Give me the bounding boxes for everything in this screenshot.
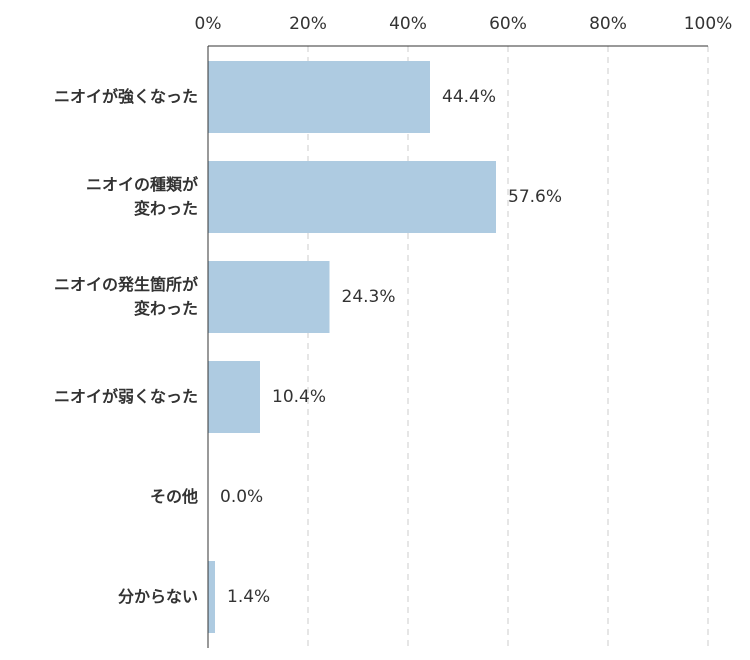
bar bbox=[208, 561, 215, 633]
x-tick-label: 60% bbox=[489, 14, 527, 34]
bar bbox=[208, 361, 260, 433]
bar bbox=[208, 61, 430, 133]
y-tick-label: ニオイの発生箇所が 変わった bbox=[53, 275, 198, 318]
y-tick-label: ニオイの種類が 変わった bbox=[85, 175, 198, 218]
y-tick-label: ニオイが強くなった bbox=[53, 87, 198, 106]
x-tick-label: 20% bbox=[289, 14, 327, 34]
x-tick-label: 100% bbox=[684, 14, 733, 34]
x-tick-label: 40% bbox=[389, 14, 427, 34]
x-tick-label: 0% bbox=[195, 14, 222, 34]
value-label: 57.6% bbox=[508, 187, 562, 207]
value-label: 44.4% bbox=[442, 87, 496, 107]
value-label: 1.4% bbox=[227, 587, 270, 607]
y-tick-label: その他 bbox=[149, 487, 198, 506]
y-tick-label: ニオイが弱くなった bbox=[53, 387, 198, 406]
bar bbox=[208, 161, 496, 233]
y-tick-label: 分からない bbox=[117, 587, 198, 606]
value-label: 0.0% bbox=[220, 487, 263, 507]
bar bbox=[208, 261, 330, 333]
x-tick-label: 80% bbox=[589, 14, 627, 34]
value-label: 10.4% bbox=[272, 387, 326, 407]
value-label: 24.3% bbox=[342, 287, 396, 307]
